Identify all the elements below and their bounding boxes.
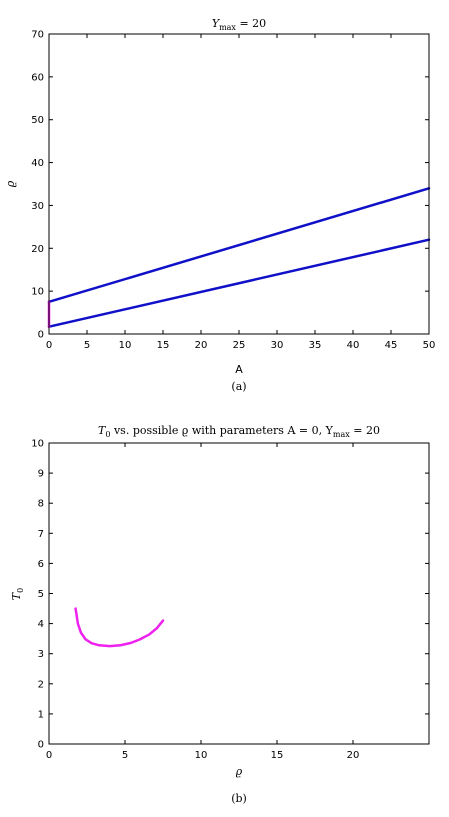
chart-b-ytick-label: 7: [38, 529, 44, 540]
chart-a-ytick-label: 60: [31, 72, 44, 83]
chart-b-ytick-label: 4: [38, 619, 44, 630]
chart-b: T0 vs. possible ϱ with parameters A = 0,…: [10, 424, 430, 805]
chart-a-series-line-1: [47, 187, 431, 304]
chart-b-caption: (b): [231, 792, 247, 805]
chart-a-series-line-2: [47, 238, 431, 328]
chart-a-title-rest: = 20: [236, 17, 266, 30]
chart-b-title-p3: = 20: [350, 424, 380, 437]
chart-b-xtick-label: 20: [347, 750, 360, 761]
chart-a-title-main: Y: [212, 17, 221, 30]
chart-a-xtick-label: 15: [157, 340, 170, 351]
chart-a-plot-area: [47, 187, 431, 328]
chart-b-ytick-label: 3: [38, 649, 44, 660]
chart-b-plot-area: [74, 607, 165, 648]
chart-a-ytick-label: 40: [31, 158, 44, 169]
chart-a-xtick-label: 25: [233, 340, 246, 351]
chart-a-xtick-label: 45: [385, 340, 398, 351]
chart-b-ylabel-main: T: [10, 591, 23, 600]
chart-b-xtick-label: 15: [271, 750, 284, 761]
chart-a-xlabel: A: [235, 363, 243, 376]
chart-b-xtick-label: 10: [195, 750, 208, 761]
chart-b-xtick-label: 0: [46, 750, 52, 761]
chart-a-xtick-label: 20: [195, 340, 208, 351]
chart-b-ytick-label: 6: [38, 559, 44, 570]
chart-a-xtick-label: 0: [46, 340, 52, 351]
chart-a-xtick-label: 50: [423, 340, 436, 351]
chart-a-xtick-label: 35: [309, 340, 322, 351]
chart-a-ytick-label: 70: [31, 30, 44, 41]
chart-a-title: Ymax = 20: [212, 17, 266, 32]
chart-a-ytick-label: 50: [31, 115, 44, 126]
chart-b-ytick-label: 8: [38, 499, 44, 510]
chart-a-xtick-label: 5: [84, 340, 90, 351]
chart-a-xtick-label: 30: [271, 340, 284, 351]
chart-a-xtick-label: 10: [119, 340, 132, 351]
chart-b-title-p1: T: [98, 424, 107, 437]
chart-a-ticks: 0 5 10 15 20 25 30 35 40 45 50 0 10 20 30 40 50 60 70: [31, 30, 435, 352]
chart-b-ytick-label: 0: [38, 740, 44, 751]
chart-a-caption: (a): [231, 380, 246, 393]
chart-b-xtick-label: 5: [122, 750, 128, 761]
chart-a-ytick-label: 0: [38, 330, 44, 341]
chart-a-ytick-label: 30: [31, 201, 44, 212]
chart-b-frame: [48, 442, 430, 745]
chart-b-ytick-label: 9: [38, 469, 44, 480]
chart-b-ytick-label: 5: [38, 589, 44, 600]
chart-a-xtick-label: 40: [347, 340, 360, 351]
chart-a-ytick-label: 20: [31, 244, 44, 255]
chart-b-title: T0 vs. possible ϱ with parameters A = 0,…: [98, 424, 380, 439]
chart-b-ylabel-sub: 0: [16, 588, 25, 593]
chart-b-series-line-1: [74, 607, 165, 648]
chart-a-frame: [48, 33, 430, 335]
chart-a-title-sub: max: [219, 23, 236, 32]
chart-b-ytick-label: 2: [38, 679, 44, 690]
chart-a-ylabel: ϱ: [4, 180, 17, 187]
chart-b-title-s2: max: [333, 430, 350, 439]
chart-a: Ymax = 20 0 5 10 15 20 25 30 35 40 45 50 0 10 20 30 40 5…: [4, 17, 435, 393]
chart-b-ticks: 0 5 10 15 20 0 1 2 3 4 5 6 7 8 9 10: [31, 439, 429, 761]
chart-a-ytick-label: 10: [31, 287, 44, 298]
chart-b-ylabel: T0: [10, 588, 25, 600]
chart-b-title-s1: 0: [105, 430, 110, 439]
chart-b-xlabel: ϱ: [236, 765, 243, 778]
chart-b-ytick-label: 10: [31, 439, 44, 450]
chart-b-title-p2: vs. possible ϱ with parameters A = 0, Y: [110, 424, 333, 437]
chart-b-ytick-label: 1: [38, 709, 44, 720]
